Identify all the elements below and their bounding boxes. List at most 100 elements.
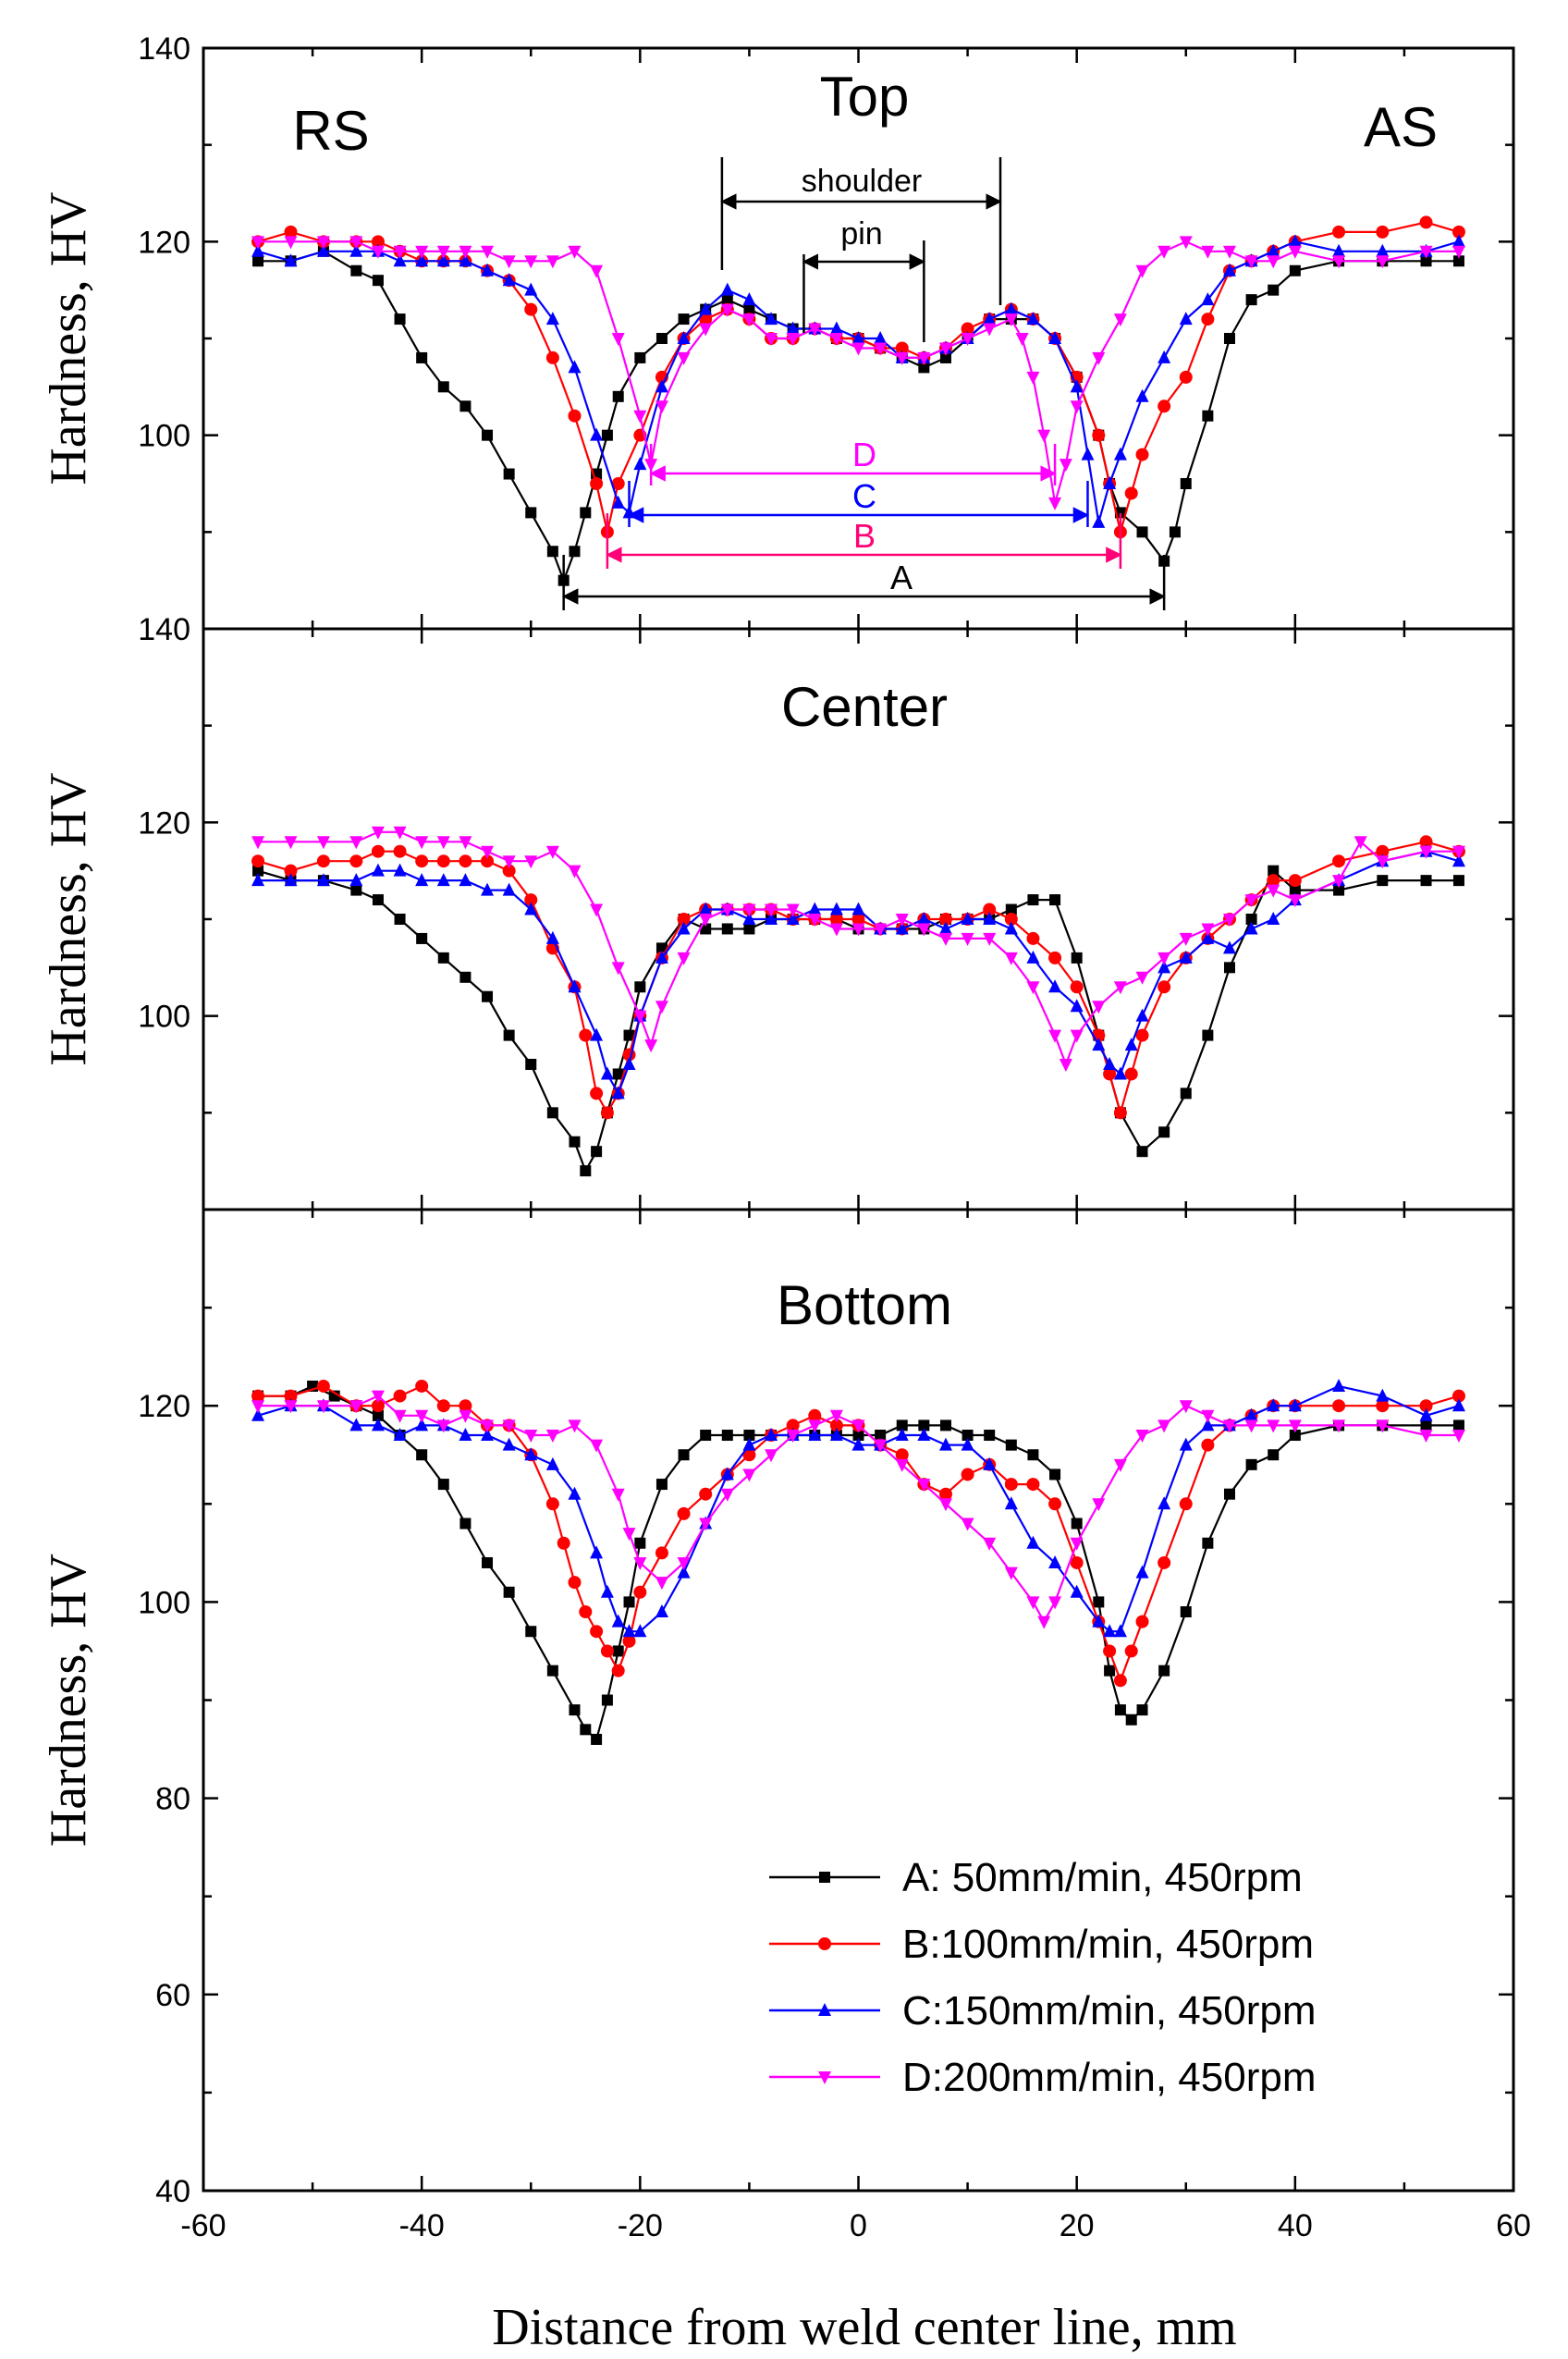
data-point bbox=[786, 321, 800, 335]
x-axis-title: Distance from weld center line, mm bbox=[492, 2299, 1237, 2356]
data-point bbox=[1376, 855, 1390, 869]
panel-center: 100 120 140 Hardness, HV Center bbox=[40, 612, 1515, 1211]
x-tick-label: 20 bbox=[1060, 2208, 1095, 2243]
data-point bbox=[851, 342, 865, 356]
data-point bbox=[939, 1419, 951, 1431]
data-point bbox=[1092, 428, 1106, 442]
data-point bbox=[459, 1517, 472, 1530]
data-point bbox=[829, 923, 843, 937]
data-point bbox=[1026, 931, 1040, 945]
data-point bbox=[1158, 1665, 1170, 1677]
data-point bbox=[1059, 1059, 1072, 1072]
data-point bbox=[546, 1665, 558, 1677]
data-point bbox=[437, 952, 449, 964]
data-point bbox=[524, 893, 538, 907]
data-point bbox=[1135, 1008, 1149, 1022]
data-point bbox=[1452, 875, 1464, 887]
data-point bbox=[1103, 1624, 1117, 1638]
series-C bbox=[251, 1378, 1465, 1638]
data-point bbox=[415, 836, 429, 850]
data-point bbox=[1004, 921, 1018, 935]
data-point bbox=[372, 894, 384, 906]
data-point bbox=[371, 245, 385, 259]
zone-label-D: D bbox=[852, 436, 876, 473]
data-point bbox=[600, 1106, 614, 1120]
data-point bbox=[677, 921, 691, 935]
data-point bbox=[939, 351, 951, 363]
data-point bbox=[1420, 875, 1432, 887]
data-point bbox=[393, 863, 407, 877]
data-point bbox=[502, 273, 516, 287]
data-point bbox=[1135, 264, 1149, 278]
data-point bbox=[459, 253, 472, 267]
data-point bbox=[1070, 400, 1084, 414]
x-tick-label: -60 bbox=[180, 2208, 226, 2243]
data-point bbox=[1092, 1038, 1106, 1051]
data-point bbox=[569, 546, 581, 558]
data-point bbox=[371, 1418, 385, 1431]
data-point bbox=[481, 245, 495, 259]
data-point bbox=[1048, 951, 1062, 964]
data-point bbox=[459, 245, 472, 259]
data-point bbox=[851, 902, 865, 915]
data-point bbox=[393, 1428, 407, 1442]
data-point bbox=[1201, 1418, 1215, 1431]
data-point bbox=[284, 1389, 298, 1403]
data-point bbox=[372, 275, 384, 287]
data-point bbox=[1124, 1644, 1138, 1658]
data-point bbox=[1332, 225, 1346, 239]
data-point bbox=[808, 1428, 822, 1442]
data-point bbox=[1267, 255, 1280, 269]
data-point bbox=[1158, 245, 1171, 259]
data-point bbox=[316, 1400, 330, 1414]
data-point bbox=[1267, 1398, 1280, 1412]
data-point bbox=[1201, 292, 1215, 306]
data-point bbox=[644, 1039, 658, 1053]
data-point bbox=[1419, 215, 1433, 229]
data-point bbox=[545, 930, 559, 944]
data-point bbox=[677, 1556, 691, 1570]
data-point bbox=[611, 495, 625, 509]
data-point bbox=[459, 873, 472, 887]
data-point bbox=[829, 333, 843, 346]
data-point bbox=[545, 1497, 559, 1511]
data-point bbox=[481, 845, 495, 859]
data-point bbox=[742, 1468, 756, 1482]
data-point bbox=[1113, 447, 1127, 461]
data-point bbox=[808, 902, 822, 915]
data-point bbox=[1169, 526, 1181, 538]
data-point bbox=[590, 1027, 604, 1041]
data-point bbox=[1332, 1419, 1346, 1433]
data-point bbox=[481, 882, 495, 896]
data-point bbox=[1124, 1038, 1138, 1051]
data-point bbox=[436, 253, 450, 267]
data-point bbox=[1092, 1001, 1106, 1014]
data-point bbox=[1201, 930, 1215, 944]
data-point bbox=[1015, 333, 1029, 346]
data-point bbox=[1245, 914, 1257, 925]
data-point bbox=[743, 1430, 755, 1442]
data-point bbox=[742, 313, 756, 327]
data-point bbox=[765, 1428, 778, 1442]
data-point bbox=[1026, 950, 1040, 964]
data-point bbox=[1179, 312, 1193, 326]
data-point bbox=[1289, 1430, 1301, 1442]
data-point bbox=[1037, 429, 1051, 443]
data-point bbox=[1376, 225, 1390, 239]
data-point bbox=[1104, 1665, 1116, 1677]
data-point bbox=[633, 1624, 647, 1638]
data-point bbox=[611, 1086, 625, 1100]
legend-marker bbox=[818, 2003, 831, 2016]
data-point bbox=[393, 826, 407, 840]
data-point bbox=[874, 923, 888, 937]
data-point bbox=[1113, 1674, 1127, 1688]
data-point bbox=[851, 913, 865, 926]
data-point bbox=[1452, 255, 1464, 267]
data-point bbox=[393, 245, 407, 259]
data-point bbox=[394, 914, 406, 925]
data-point bbox=[829, 1419, 843, 1432]
data-point bbox=[896, 1419, 908, 1431]
x-tick-label: 60 bbox=[1496, 2208, 1531, 2243]
data-point bbox=[623, 1596, 635, 1608]
data-point bbox=[1004, 1496, 1018, 1510]
